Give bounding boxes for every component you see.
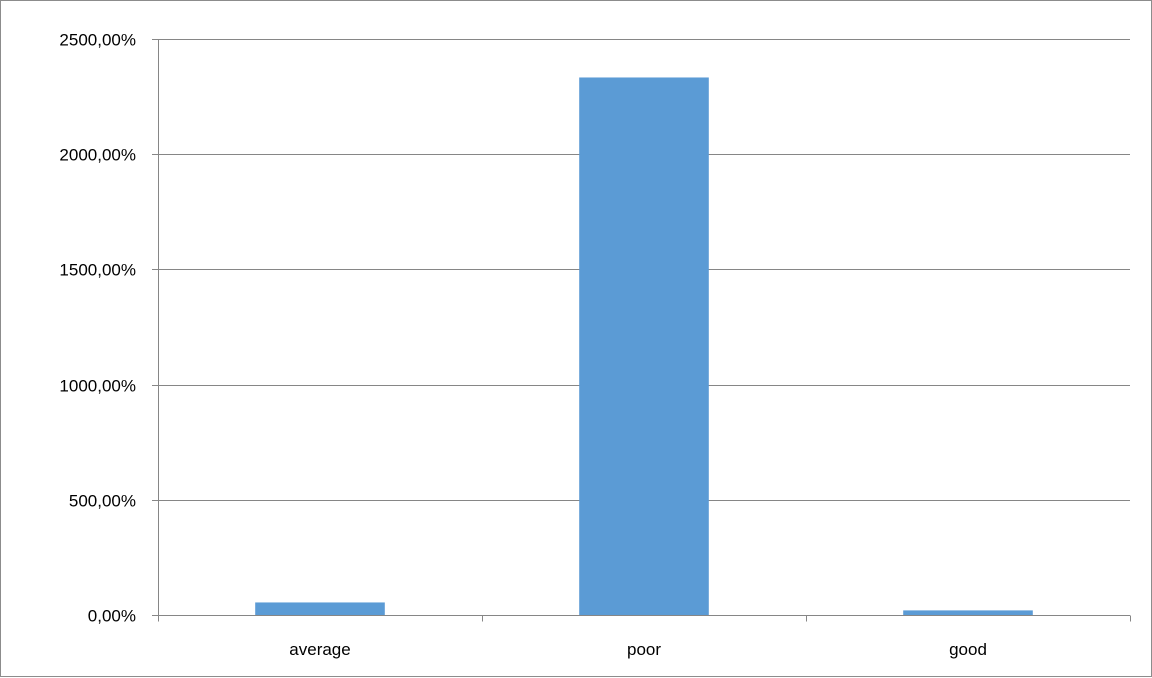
x-tick-labels: average poor good (289, 640, 987, 659)
y-tick-label: 1500,00% (59, 261, 136, 280)
y-tick-label: 2000,00% (59, 146, 136, 165)
y-tick-label: 0,00% (88, 607, 136, 626)
bar-average (255, 602, 385, 615)
y-tick-label: 1000,00% (59, 377, 136, 396)
bar-poor (579, 77, 709, 615)
bar-good (903, 610, 1033, 615)
y-tick-labels: 0,00% 500,00% 1000,00% 1500,00% 2000,00% 2500… (59, 31, 136, 626)
bars (255, 77, 1033, 615)
x-tick-label: average (289, 640, 350, 659)
axes (152, 39, 1131, 622)
y-tick-label: 2500,00% (59, 31, 136, 50)
x-tick-label: good (949, 640, 987, 659)
y-tick-label: 500,00% (69, 492, 136, 511)
x-tick-label: poor (627, 640, 661, 659)
